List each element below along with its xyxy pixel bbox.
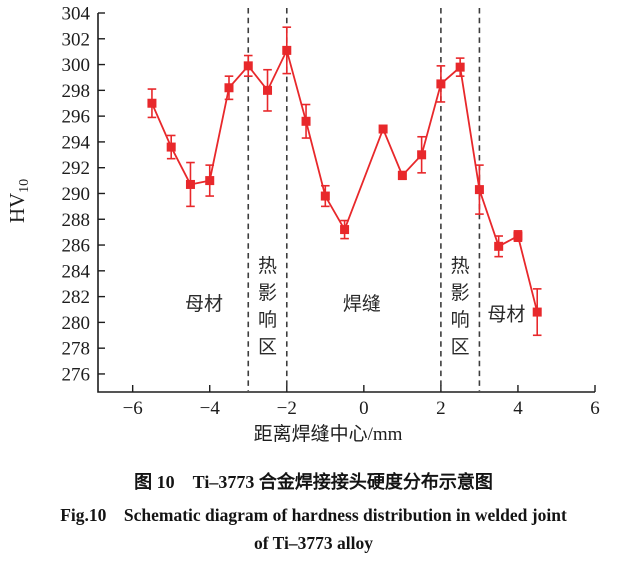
y-tick-label: 298 [62, 81, 91, 102]
y-tick-label: 290 [62, 184, 91, 205]
data-point-marker [436, 79, 446, 89]
data-point-marker [224, 83, 234, 93]
hardness-chart: 276 278 280 282 284 286 288 290 292 294 296 298 300 3… [5, 4, 600, 446]
figure-caption-english-line2: of Ti–3773 alloy [254, 533, 373, 553]
region-label-vertical: 影 [258, 282, 277, 304]
y-tick-label: 296 [62, 107, 91, 128]
region-label-vertical: 热 [451, 255, 470, 277]
x-tick-label: 6 [590, 398, 600, 419]
y-tick-label: 304 [62, 4, 91, 25]
data-point-marker [243, 61, 253, 71]
data-point-marker [185, 179, 195, 189]
y-tick-label: 292 [62, 158, 91, 179]
data-point-marker [532, 307, 542, 317]
data-point-marker [397, 170, 407, 180]
y-axis-title: HV10 [5, 179, 32, 223]
y-tick-label: 294 [62, 132, 91, 153]
y-tick-label: 276 [62, 364, 91, 385]
y-tick-label: 286 [62, 236, 91, 257]
data-point-marker [494, 241, 504, 251]
region-label-vertical: 区 [451, 337, 470, 358]
x-tick-label: 0 [359, 398, 369, 419]
data-point-marker [340, 225, 350, 235]
data-point-marker [455, 62, 465, 72]
data-point-marker [474, 185, 484, 195]
y-tick-label: 302 [62, 29, 91, 50]
data-point-marker [147, 98, 157, 108]
figure-caption-chinese: 图 10 Ti–3773 合金焊接接头硬度分布示意图 [134, 472, 493, 492]
data-line [151, 47, 539, 313]
data-point-marker [166, 142, 176, 152]
data-point-marker [378, 124, 388, 134]
y-tick-label: 282 [62, 287, 91, 308]
y-tick-label: 278 [62, 339, 91, 360]
region-label: 母材 [185, 293, 223, 315]
region-label: 焊缝 [343, 293, 381, 315]
x-tick-label: −4 [200, 398, 221, 419]
region-label-vertical: 热 [258, 255, 277, 277]
region-label: 母材 [487, 303, 525, 325]
y-tick-label: 280 [62, 313, 91, 334]
x-tick-label: −2 [277, 398, 297, 419]
data-point-marker [282, 45, 292, 55]
y-tick-label: 284 [62, 261, 91, 282]
y-tick-label: 300 [62, 55, 91, 76]
figure-caption-english-line1: Fig.10 Schematic diagram of hardness dis… [60, 505, 567, 525]
region-label-vertical: 影 [451, 282, 470, 304]
axis-line [97, 13, 595, 393]
data-point-marker [417, 150, 427, 160]
data-point-marker [320, 191, 330, 201]
data-point-marker [205, 176, 215, 186]
y-tick-label: 288 [62, 210, 91, 231]
region-label-vertical: 响 [258, 309, 277, 331]
data-point-marker [263, 85, 273, 95]
x-tick-label: 2 [436, 398, 446, 419]
x-tick-label: −6 [123, 398, 143, 419]
x-axis-title: 距离焊缝中心/mm [254, 423, 403, 445]
region-label-vertical: 响 [451, 309, 470, 331]
data-point-marker [301, 116, 311, 126]
region-label-vertical: 区 [258, 337, 277, 358]
x-tick-label: 4 [513, 398, 523, 419]
data-point-marker [513, 231, 523, 241]
